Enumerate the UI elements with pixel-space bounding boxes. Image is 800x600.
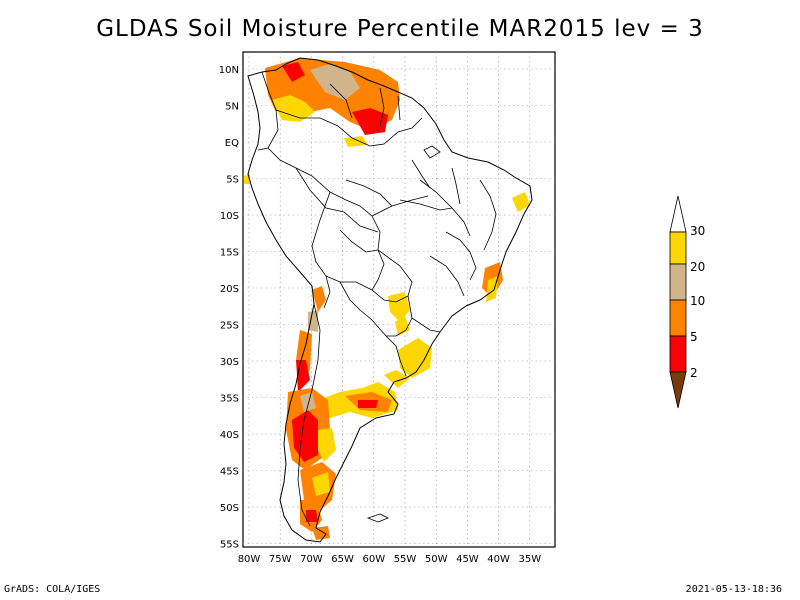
colorbar-bin-5-10 — [669, 299, 687, 337]
colorbar-label-10: 10 — [690, 294, 705, 308]
latitude-label: 10N — [219, 65, 239, 76]
latitude-label: 30S — [220, 357, 239, 368]
longitude-label: 65W — [331, 554, 354, 565]
longitude-label: 45W — [456, 554, 479, 565]
longitude-labels: 80W 75W 70W 65W 60W 55W 50W 45W 40W 35W — [238, 554, 542, 565]
longitude-label: 55W — [394, 554, 417, 565]
colorbar-bin-20-30 — [669, 231, 687, 265]
islands — [366, 145, 441, 523]
latitude-label: 55S — [220, 540, 239, 551]
latitude-label: 5N — [225, 102, 239, 113]
latitude-label: 50S — [220, 503, 239, 514]
longitude-label: 80W — [238, 554, 261, 565]
colorbar-top-triangle — [669, 195, 687, 233]
latitude-label: 45S — [220, 467, 239, 478]
latitude-label: 35S — [220, 394, 239, 405]
latitude-label: 40S — [220, 430, 239, 441]
latitude-labels: 10N 5N EQ 5S 10S 15S 20S 25S 30S 35S 40S 45S 50S 55S — [219, 65, 239, 551]
footer-timestamp: 2021-05-13-18:36 — [685, 584, 782, 595]
colorbar-bin-2-5 — [669, 335, 687, 373]
map-title: GLDAS Soil Moisture Percentile MAR2015 l… — [96, 16, 704, 42]
colorbar-label-5: 5 — [690, 330, 698, 344]
longitude-label: 50W — [425, 554, 448, 565]
country-borders — [257, 71, 497, 527]
longitude-label: 40W — [487, 554, 510, 565]
latitude-label: 25S — [220, 321, 239, 332]
colorbar-bin-10-20 — [669, 263, 687, 301]
latitude-label: 10S — [220, 211, 239, 222]
soil-moisture-shading — [244, 58, 530, 540]
latitude-label: 5S — [226, 175, 239, 186]
colorbar-label-30: 30 — [690, 224, 705, 238]
colorbar-label-20: 20 — [690, 260, 705, 274]
coastline — [247, 57, 533, 543]
colorbar-label-2: 2 — [690, 366, 698, 380]
longitude-label: 60W — [362, 554, 385, 565]
longitude-label: 35W — [518, 554, 541, 565]
longitude-label: 75W — [269, 554, 292, 565]
footer-credit: GrADS: COLA/IGES — [4, 584, 101, 595]
colorbar-bottom-triangle — [669, 371, 687, 409]
colorbar-legend: 30 20 10 5 2 — [669, 195, 705, 409]
latitude-label: 20S — [220, 284, 239, 295]
latitude-label: EQ — [225, 138, 239, 149]
longitude-label: 70W — [300, 554, 323, 565]
latitude-label: 15S — [220, 248, 239, 259]
